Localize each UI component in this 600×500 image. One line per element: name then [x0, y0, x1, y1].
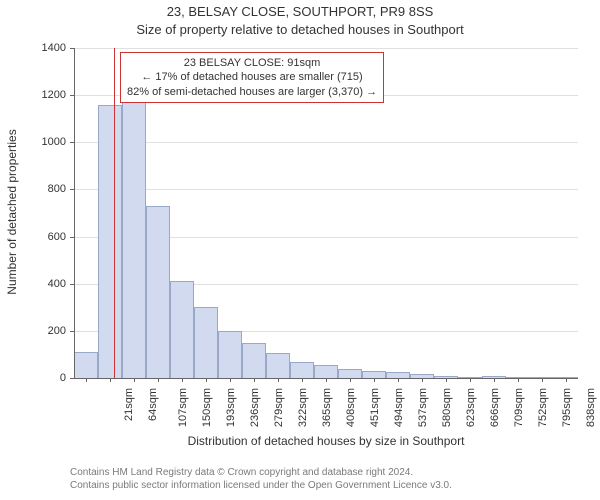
annotation-line: 23 BELSAY CLOSE: 91sqm — [127, 56, 377, 70]
x-tick-label: 795sqm — [561, 388, 573, 427]
grid-line — [74, 142, 578, 143]
y-tick-label: 600 — [26, 231, 66, 243]
y-tick-label: 200 — [26, 325, 66, 337]
x-tick-label: 408sqm — [345, 388, 357, 427]
histogram-bar — [242, 343, 266, 378]
x-tick-label: 752sqm — [537, 388, 549, 427]
x-tick-label: 838sqm — [585, 388, 597, 427]
x-tick-label: 494sqm — [393, 388, 405, 427]
x-tick-label: 537sqm — [417, 388, 429, 427]
chart-container: 23, BELSAY CLOSE, SOUTHPORT, PR9 8SS Siz… — [0, 0, 600, 500]
footer-attribution: Contains HM Land Registry data © Crown c… — [70, 466, 452, 492]
x-tick-label: 322sqm — [297, 388, 309, 427]
x-tick-label: 279sqm — [273, 388, 285, 427]
indicator-line — [114, 48, 115, 378]
x-axis-label: Distribution of detached houses by size … — [74, 434, 578, 448]
histogram-bar — [74, 352, 98, 378]
histogram-bar — [194, 307, 218, 378]
x-tick-label: 623sqm — [465, 388, 477, 427]
y-tick-label: 1200 — [26, 89, 66, 101]
x-tick-label: 150sqm — [201, 388, 213, 427]
chart-title: 23, BELSAY CLOSE, SOUTHPORT, PR9 8SS — [0, 4, 600, 19]
histogram-bar — [362, 371, 386, 378]
x-tick-label: 709sqm — [513, 388, 525, 427]
footer-line: Contains public sector information licen… — [70, 479, 452, 492]
histogram-bar — [314, 365, 338, 378]
histogram-bar — [98, 105, 122, 378]
x-tick-label: 580sqm — [441, 388, 453, 427]
annotation-line: 82% of semi-detached houses are larger (… — [127, 85, 377, 99]
y-axis-line — [74, 48, 75, 378]
histogram-bar — [290, 362, 314, 379]
histogram-bar — [218, 331, 242, 378]
footer-line: Contains HM Land Registry data © Crown c… — [70, 466, 452, 479]
y-tick-label: 1400 — [26, 42, 66, 54]
x-tick-label: 236sqm — [249, 388, 261, 427]
x-tick-label: 365sqm — [321, 388, 333, 427]
x-tick-label: 64sqm — [147, 388, 159, 421]
y-tick-label: 400 — [26, 278, 66, 290]
y-tick-label: 1000 — [26, 136, 66, 148]
histogram-bar — [266, 353, 290, 378]
chart-subtitle: Size of property relative to detached ho… — [0, 22, 600, 37]
annotation-line: ← 17% of detached houses are smaller (71… — [127, 70, 377, 84]
x-tick-label: 107sqm — [177, 388, 189, 427]
annotation-box: 23 BELSAY CLOSE: 91sqm← 17% of detached … — [120, 52, 384, 103]
histogram-bar — [146, 206, 170, 378]
x-tick-label: 21sqm — [123, 388, 135, 421]
x-tick-label: 193sqm — [225, 388, 237, 427]
histogram-bar — [338, 369, 362, 378]
y-tick-label: 800 — [26, 183, 66, 195]
x-axis-line — [74, 378, 578, 379]
histogram-bar — [122, 102, 146, 378]
x-tick-label: 451sqm — [369, 388, 381, 427]
grid-line — [74, 48, 578, 49]
y-tick-label: 0 — [26, 372, 66, 384]
grid-line — [74, 189, 578, 190]
y-axis-label: Number of detached properties — [5, 112, 19, 312]
x-tick-label: 666sqm — [489, 388, 501, 427]
histogram-bar — [170, 281, 194, 378]
